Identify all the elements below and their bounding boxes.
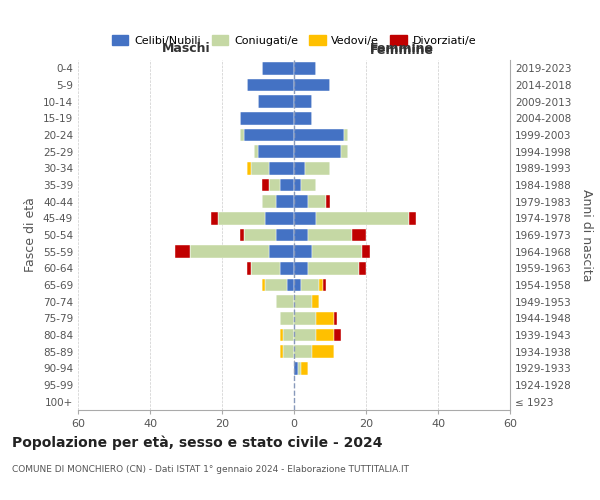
Bar (308, 262, 359, 274)
Bar (240, 112, 294, 124)
Bar (316, 312, 334, 324)
Bar (240, 129, 244, 141)
Bar (294, 112, 312, 124)
Bar (301, 279, 319, 291)
Bar (247, 262, 251, 274)
Bar (294, 279, 301, 291)
Bar (294, 246, 312, 258)
Bar (294, 162, 305, 174)
Bar (269, 246, 294, 258)
Text: Femmine: Femmine (370, 44, 434, 57)
Bar (190, 246, 269, 258)
Bar (294, 179, 301, 192)
Bar (294, 262, 308, 274)
Bar (280, 312, 294, 324)
Bar (323, 279, 326, 291)
Bar (280, 329, 283, 341)
Legend: Celibi/Nubili, Coniugati/e, Vedovi/e, Divorziati/e: Celibi/Nubili, Coniugati/e, Vedovi/e, Di… (107, 30, 481, 50)
Bar (240, 229, 244, 241)
Bar (298, 362, 301, 374)
Bar (344, 129, 348, 141)
Bar (254, 146, 258, 158)
Bar (262, 179, 269, 192)
Bar (316, 212, 409, 224)
Bar (316, 329, 334, 341)
Bar (294, 212, 316, 224)
Bar (334, 312, 337, 324)
Bar (294, 79, 330, 92)
Bar (276, 296, 294, 308)
Bar (294, 229, 308, 241)
Bar (244, 229, 276, 241)
Bar (294, 129, 344, 141)
Bar (247, 79, 294, 92)
Bar (294, 312, 316, 324)
Bar (287, 279, 294, 291)
Bar (265, 212, 294, 224)
Bar (265, 279, 287, 291)
Text: Popolazione per età, sesso e stato civile - 2024: Popolazione per età, sesso e stato civil… (12, 435, 383, 450)
Bar (175, 246, 190, 258)
Bar (218, 212, 265, 224)
Bar (409, 212, 416, 224)
Bar (283, 346, 294, 358)
Bar (326, 196, 330, 208)
Bar (312, 346, 334, 358)
Bar (276, 196, 294, 208)
Text: Femmine: Femmine (370, 42, 434, 55)
Bar (262, 62, 294, 74)
Bar (269, 179, 280, 192)
Bar (312, 296, 319, 308)
Bar (294, 196, 308, 208)
Bar (294, 62, 316, 74)
Bar (283, 329, 294, 341)
Bar (211, 212, 218, 224)
Text: COMUNE DI MONCHIERO (CN) - Dati ISTAT 1° gennaio 2024 - Elaborazione TUTTITALIA.: COMUNE DI MONCHIERO (CN) - Dati ISTAT 1°… (12, 465, 409, 474)
Bar (305, 162, 330, 174)
Bar (308, 196, 326, 208)
Bar (269, 162, 294, 174)
Bar (341, 146, 348, 158)
Bar (312, 246, 362, 258)
Bar (294, 346, 312, 358)
Bar (294, 329, 316, 341)
Bar (251, 162, 269, 174)
Bar (280, 179, 294, 192)
Bar (280, 346, 283, 358)
Bar (352, 229, 366, 241)
Bar (244, 129, 294, 141)
Bar (359, 262, 366, 274)
Text: Maschi: Maschi (161, 42, 211, 55)
Bar (319, 279, 323, 291)
Bar (334, 329, 341, 341)
Bar (301, 362, 308, 374)
Bar (258, 146, 294, 158)
Bar (251, 262, 280, 274)
Bar (362, 246, 370, 258)
Bar (262, 279, 265, 291)
Bar (276, 229, 294, 241)
Bar (308, 229, 352, 241)
Bar (294, 96, 312, 108)
Bar (258, 96, 294, 108)
Bar (294, 362, 298, 374)
Bar (301, 179, 316, 192)
Bar (294, 296, 312, 308)
Bar (247, 162, 251, 174)
Bar (294, 146, 341, 158)
Bar (262, 196, 276, 208)
Bar (280, 262, 294, 274)
Y-axis label: Fasce di età: Fasce di età (25, 198, 37, 272)
Y-axis label: Anni di nascita: Anni di nascita (580, 188, 593, 281)
